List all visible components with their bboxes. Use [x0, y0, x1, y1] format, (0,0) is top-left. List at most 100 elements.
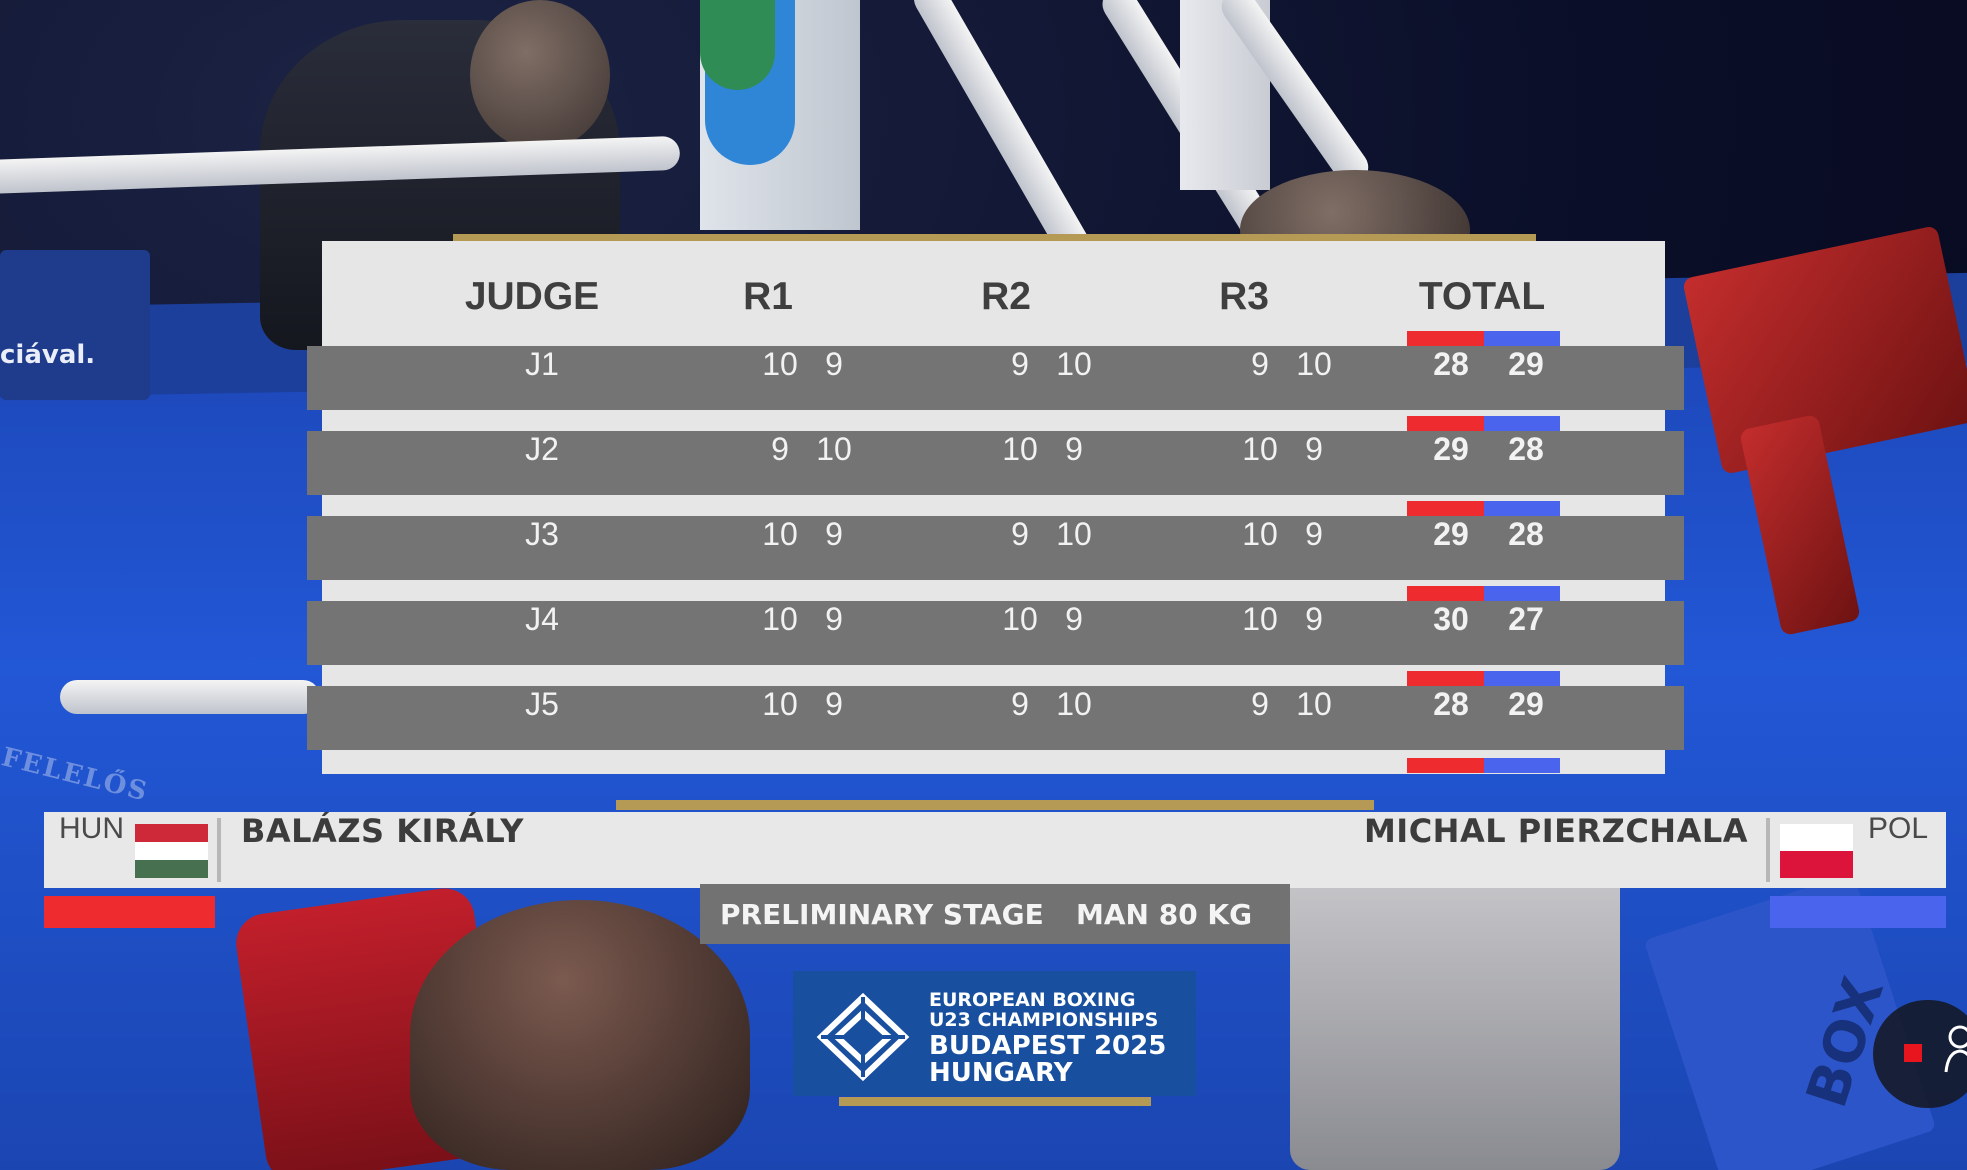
boxer-bent-over: [410, 900, 750, 1170]
red-score: 10: [762, 686, 798, 722]
referee-shirt: [1290, 860, 1620, 1170]
blue-score: 9: [1065, 601, 1083, 637]
round-score-r3: 10 9: [1192, 601, 1382, 665]
judge-row: J4 10 9 10 9 10 9 30 27: [307, 601, 1684, 665]
ring-rope: [60, 680, 320, 714]
round-score-r2: 9 10: [952, 686, 1142, 750]
fighters-bar: HUN BALÁZS KIRÁLY MICHAL PIERZCHALA POL: [44, 812, 1946, 888]
blue-score: 10: [1056, 516, 1092, 552]
header-total: TOTAL: [1418, 275, 1546, 318]
logo-line-4: HUNGARY: [929, 1058, 1073, 1088]
blue-score: 10: [1296, 686, 1332, 722]
judge-label: J3: [525, 516, 559, 552]
blue-total-marker: [1484, 416, 1560, 431]
blue-total-score: 28: [1508, 516, 1544, 552]
blue-score: 9: [825, 346, 843, 382]
red-total-score: 28: [1433, 346, 1469, 382]
blue-country-code: POL: [1868, 812, 1929, 845]
header-judge: JUDGE: [464, 275, 600, 318]
logo-line-2: U23 CHAMPIONSHIPS: [929, 1009, 1159, 1031]
championship-emblem-icon: [816, 992, 910, 1082]
red-fighter-name: BALÁZS KIRÁLY: [241, 812, 524, 850]
red-score: 9: [1251, 346, 1269, 382]
round-score-r1: 10 9: [712, 686, 902, 750]
blue-corner-indicator: [1770, 896, 1946, 928]
event-logo: EUROPEAN BOXING U23 CHAMPIONSHIPS BUDAPE…: [793, 971, 1196, 1096]
red-score: 10: [1002, 601, 1038, 637]
hungary-flag-icon: [135, 824, 208, 878]
judge-label: J5: [525, 686, 559, 722]
header-r1: R1: [743, 275, 793, 318]
blue-total-marker: [1484, 501, 1560, 516]
judge-row: J3 10 9 9 10 10 9 29 28: [307, 516, 1684, 580]
divider: [217, 818, 221, 882]
round-score-r2: 10 9: [952, 431, 1142, 495]
red-total-score: 30: [1433, 601, 1469, 637]
blue-total-marker: [1484, 331, 1560, 346]
stage-label: PRELIMINARY STAGE: [720, 898, 1044, 931]
official-head: [470, 0, 610, 150]
corner-pad-logo: [700, 0, 775, 90]
stage-bar: PRELIMINARY STAGE MAN 80 KG: [700, 884, 1290, 944]
red-score: 10: [762, 346, 798, 382]
blue-score: 10: [1056, 686, 1092, 722]
blue-total-marker: [1484, 671, 1560, 686]
red-score: 9: [1011, 516, 1029, 552]
blue-score: 10: [816, 431, 852, 467]
red-score: 9: [1251, 686, 1269, 722]
gold-accent-bottom: [839, 1097, 1151, 1106]
judge-label: J1: [525, 346, 559, 382]
red-total-marker: [1407, 758, 1485, 773]
round-score-r2: 9 10: [952, 516, 1142, 580]
blue-score: 9: [1305, 516, 1323, 552]
blue-score: 9: [1065, 431, 1083, 467]
logo-line-3: BUDAPEST 2025: [929, 1031, 1167, 1061]
judge-label: J2: [525, 431, 559, 467]
round-score-r2: 9 10: [952, 346, 1142, 410]
red-country-code: HUN: [59, 812, 124, 845]
round-score-r1: 10 9: [712, 601, 902, 665]
record-icon[interactable]: [1904, 1044, 1922, 1062]
round-score-r1: 9 10: [712, 431, 902, 495]
blue-score: 10: [1056, 346, 1092, 382]
divider: [1766, 818, 1770, 882]
sponsor-sign: [0, 250, 150, 400]
user-icon[interactable]: [1944, 1024, 1967, 1074]
red-score: 9: [771, 431, 789, 467]
red-score: 10: [762, 601, 798, 637]
blue-total-score: 29: [1508, 346, 1544, 382]
red-corner-indicator: [44, 896, 215, 928]
logo-line-1: EUROPEAN BOXING: [929, 989, 1136, 1011]
blue-score: 9: [1305, 601, 1323, 637]
red-total-score: 29: [1433, 516, 1469, 552]
blue-score: 9: [825, 601, 843, 637]
red-score: 10: [1002, 431, 1038, 467]
red-score: 9: [1011, 346, 1029, 382]
red-score: 10: [762, 516, 798, 552]
gold-accent-top: [453, 234, 1536, 242]
blue-score: 9: [825, 516, 843, 552]
poland-flag-icon: [1780, 824, 1853, 878]
round-score-r2: 10 9: [952, 601, 1142, 665]
blue-total-score: 28: [1508, 431, 1544, 467]
blue-fighter-name: MICHAL PIERZCHALA: [1363, 812, 1748, 850]
blue-score: 9: [1305, 431, 1323, 467]
round-score-r3: 10 9: [1192, 431, 1382, 495]
header-r2: R2: [981, 275, 1031, 318]
round-score-r3: 9 10: [1192, 346, 1382, 410]
judge-row: J1 10 9 9 10 9 10 28 29: [307, 346, 1684, 410]
judge-label: J4: [525, 601, 559, 637]
gold-accent-middle: [616, 800, 1374, 810]
round-score-r1: 10 9: [712, 346, 902, 410]
blue-total-score: 29: [1508, 686, 1544, 722]
round-score-r3: 9 10: [1192, 686, 1382, 750]
judge-row: J2 9 10 10 9 10 9 29 28: [307, 431, 1684, 495]
red-score: 10: [1242, 516, 1278, 552]
weight-class-label: MAN 80 KG: [1076, 898, 1253, 931]
red-score: 10: [1242, 431, 1278, 467]
blue-total-score: 27: [1508, 601, 1544, 637]
red-total-marker: [1407, 331, 1485, 346]
sponsor-sign-text: ciával.: [0, 340, 96, 370]
header-r3: R3: [1219, 275, 1269, 318]
blue-score: 10: [1296, 346, 1332, 382]
